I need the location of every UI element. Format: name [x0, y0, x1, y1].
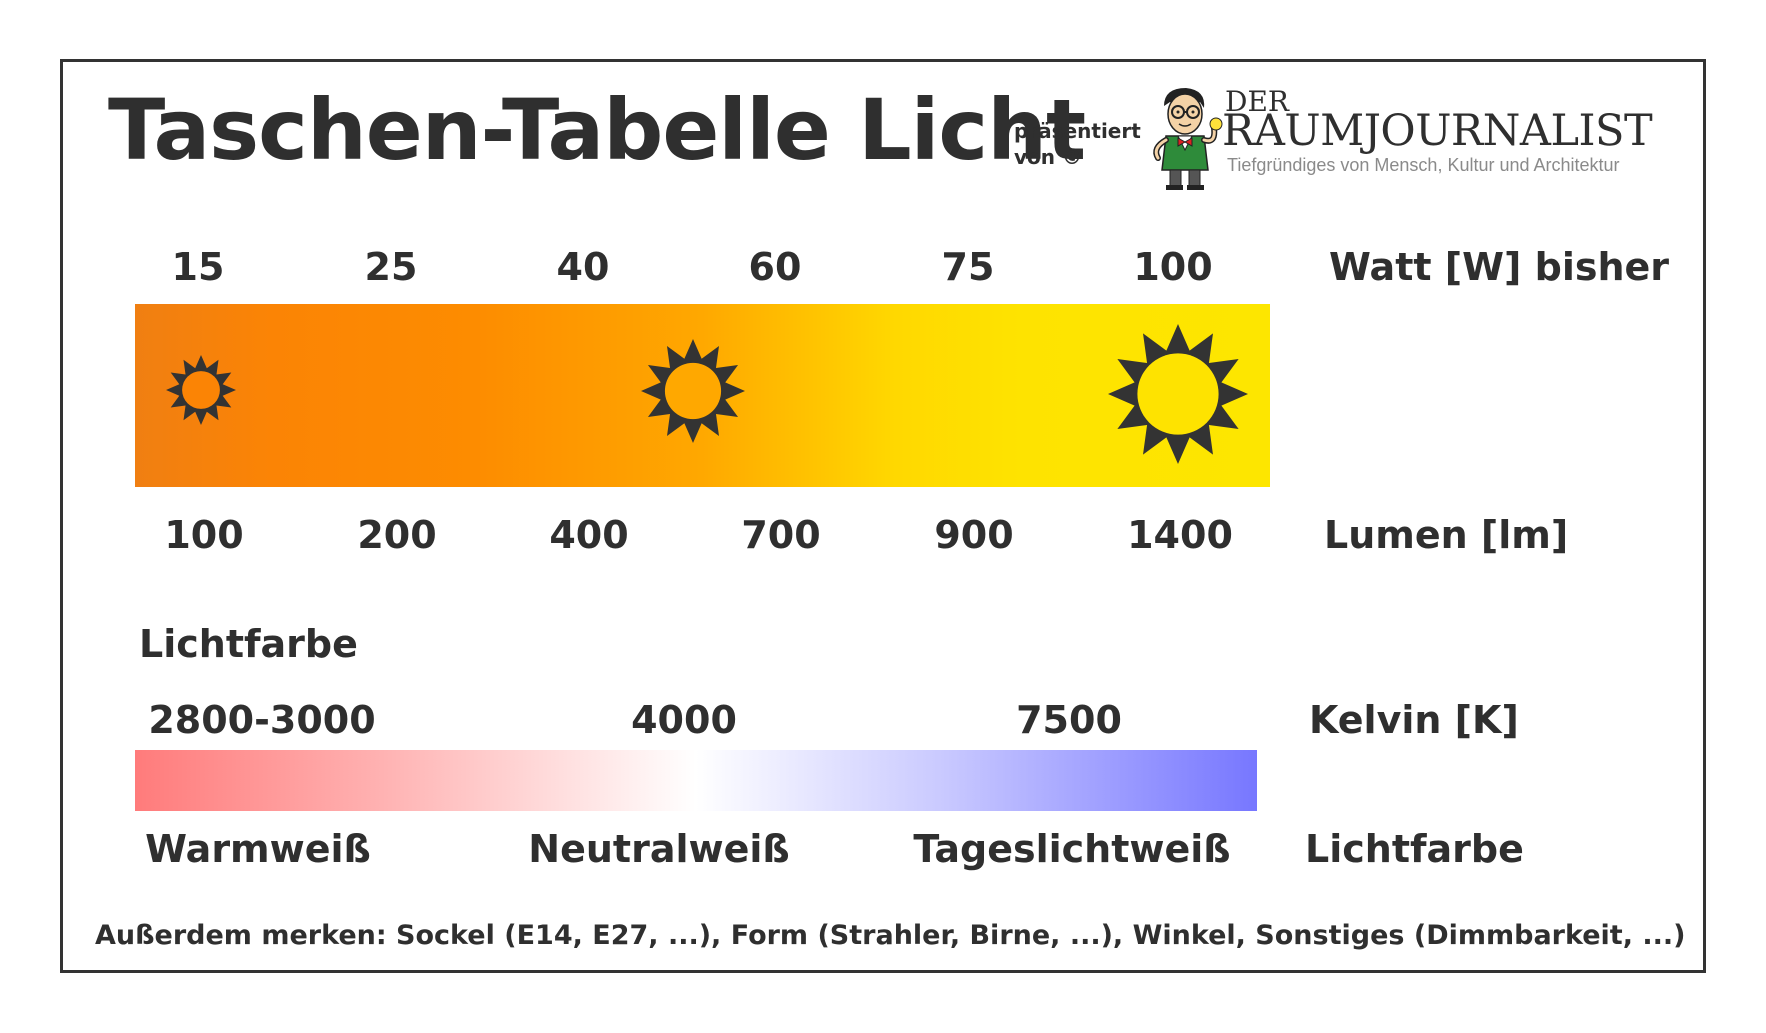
presented-by: präsentiert von © [1014, 118, 1141, 170]
watt-value: 25 [364, 245, 418, 289]
info-card [60, 59, 1706, 973]
page-title: Taschen-Tabelle Licht [108, 81, 1086, 179]
logo-tagline: Tiefgründiges von Mensch, Kultur und Arc… [1227, 155, 1620, 175]
logo-der: DER [1225, 85, 1289, 118]
watt-value: 75 [941, 245, 995, 289]
sun-icon-small [166, 355, 236, 429]
watt-value: 15 [171, 245, 225, 289]
lichtfarbe-heading: Lichtfarbe [139, 622, 358, 666]
footnote: Außerdem merken: Sockel (E14, E27, ...),… [95, 920, 1686, 951]
lumen-value: 1400 [1127, 513, 1233, 557]
lumen-value: 100 [164, 513, 244, 557]
lumen-value: 700 [741, 513, 821, 557]
lumen-value: 200 [357, 513, 437, 557]
watt-unit-label: Watt [W] bisher [1329, 245, 1670, 289]
sun-icon-large [1108, 324, 1248, 468]
color-temperature-gradient-bar [135, 750, 1257, 811]
watt-value: 60 [748, 245, 802, 289]
watt-value: 100 [1133, 245, 1213, 289]
light-color-name: Tageslichtweiß [913, 827, 1231, 871]
kelvin-unit-label: Kelvin [K] [1309, 698, 1519, 742]
presented-by-line-2: von © [1014, 145, 1082, 169]
light-color-name: Neutralweiß [528, 827, 790, 871]
sun-icon-medium [641, 339, 745, 447]
lumen-value: 400 [549, 513, 629, 557]
kelvin-value: 2800-3000 [148, 698, 376, 742]
kelvin-value: 7500 [1016, 698, 1122, 742]
light-color-name: Warmweiß [145, 827, 371, 871]
kelvin-value: 4000 [631, 698, 737, 742]
raumjournalist-mascot-icon [1140, 84, 1230, 196]
lumen-value: 900 [934, 513, 1014, 557]
lumen-unit-label: Lumen [lm] [1324, 513, 1569, 557]
watt-value: 40 [556, 245, 610, 289]
presented-by-line-1: präsentiert [1014, 119, 1141, 143]
logo-name: RAUMJOURNALIST [1222, 106, 1653, 156]
lichtfarbe-unit-label: Lichtfarbe [1305, 827, 1524, 871]
